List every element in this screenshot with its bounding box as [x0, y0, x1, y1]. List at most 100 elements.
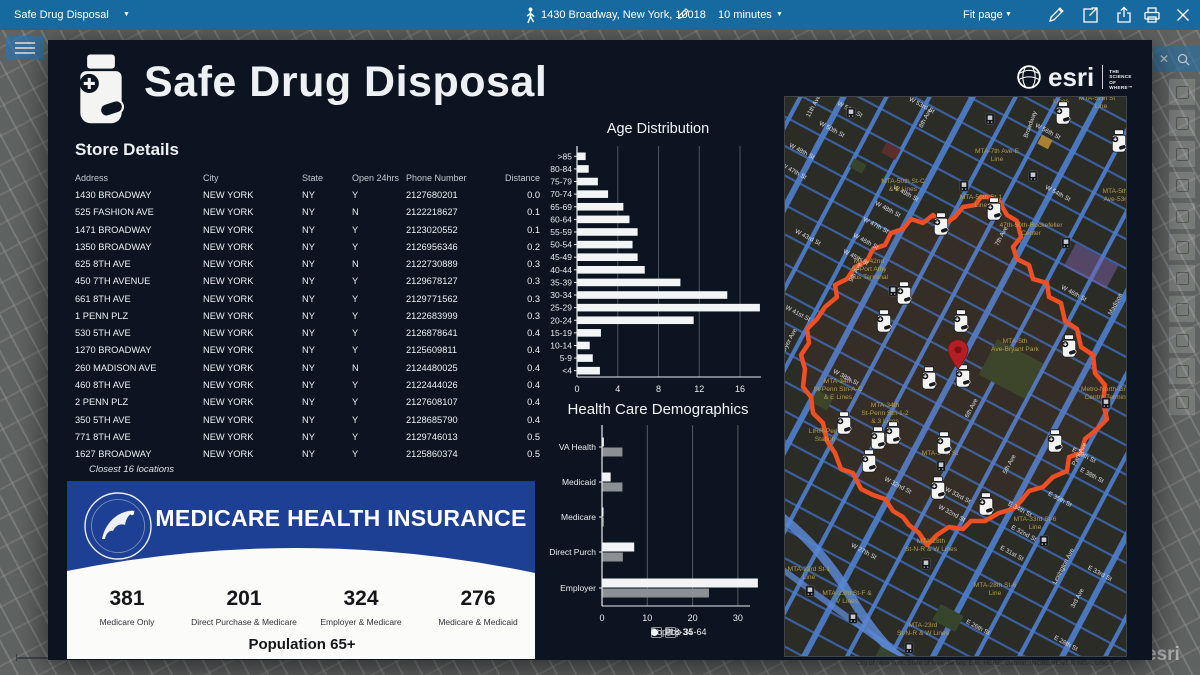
- age-bar: [577, 278, 681, 287]
- age-bar: [577, 316, 694, 325]
- map-poi-label: V Lines: [836, 598, 859, 605]
- edit-address-icon[interactable]: [676, 7, 690, 21]
- table-cell: Y: [352, 293, 359, 304]
- table-cell: Y: [352, 276, 359, 287]
- table-cell: 2129678127: [406, 276, 458, 287]
- map-poi-label: Center: [1021, 230, 1042, 237]
- map-tool-button[interactable]: [1168, 109, 1196, 137]
- chevron-down-icon[interactable]: ▼: [776, 11, 783, 18]
- store-marker[interactable]: [1055, 101, 1072, 125]
- app-title-dropdown[interactable]: Safe Drug Disposal: [14, 9, 109, 21]
- stat-label: Direct Purchase & Medicare: [191, 617, 297, 627]
- hc-bar: [602, 437, 604, 447]
- esri-logo: esri THE SCIENCE OF WHERE™: [1016, 60, 1166, 94]
- map-tool-button[interactable]: [1168, 357, 1196, 385]
- svg-text:5-9: 5-9: [560, 353, 573, 363]
- table-cell: N: [352, 259, 359, 270]
- table-cell: 450 7TH AVENUE: [75, 276, 151, 287]
- map-tool-button[interactable]: [1168, 233, 1196, 261]
- travel-time-dropdown[interactable]: 10 minutes: [718, 9, 772, 21]
- medicare-card-title: MEDICARE HEALTH INSURANCE: [155, 505, 527, 531]
- subway-station-icon: [1061, 237, 1071, 249]
- map-poi-label: MTA-57th St: [1079, 97, 1116, 102]
- search-icon[interactable]: [1177, 53, 1190, 66]
- map-tool-button[interactable]: [1168, 388, 1196, 416]
- edit-icon[interactable]: [1046, 5, 1066, 25]
- close-icon[interactable]: [1173, 5, 1193, 25]
- map-poi-label: St-Port Athy: [851, 266, 887, 273]
- table-row: 1471 BROADWAY NEW YORK NY Y 2123020552 0.1: [75, 225, 540, 242]
- age-bar: [577, 329, 601, 337]
- chevron-down-icon[interactable]: ▼: [1005, 11, 1012, 18]
- table-cell: 0.1: [527, 207, 540, 218]
- table-row: 625 8TH AVE NEW YORK NY N 2122730889 0.3: [75, 259, 540, 276]
- table-row: 525 FASHION AVE NEW YORK NY N 2122218627 0.1: [75, 207, 540, 224]
- map-poi-label: & E Lines: [889, 186, 918, 193]
- medicine-bottle-icon: [79, 54, 125, 124]
- map-tool-button[interactable]: [1168, 295, 1196, 323]
- print-icon[interactable]: [1142, 5, 1162, 25]
- share-icon[interactable]: [1114, 5, 1134, 25]
- map-canvas[interactable]: W 51st StW 53rd StW 50th StW 48th StW 47…: [785, 97, 1126, 656]
- map-tool-button[interactable]: [1168, 326, 1196, 354]
- table-cell: 2122444026: [406, 379, 458, 390]
- walking-mode-icon[interactable]: [524, 7, 537, 24]
- table-cell: NEW YORK: [203, 397, 254, 408]
- map-poi-label: MTA-33rd St-6: [1014, 516, 1057, 523]
- table-cell: 0.0: [527, 190, 540, 200]
- svg-text:45-49: 45-49: [550, 252, 572, 262]
- series-dot-white: [651, 628, 658, 636]
- hc-bar: [602, 482, 623, 492]
- age-bar: [577, 341, 590, 350]
- svg-text:55-59: 55-59: [550, 227, 572, 237]
- svg-text:Employer: Employer: [560, 583, 596, 593]
- table-cell: NEW YORK: [203, 310, 254, 321]
- age-bar: [577, 291, 728, 299]
- table-row: 1270 BROADWAY NEW YORK NY Y 2125609811 0.4: [75, 345, 540, 362]
- map-poi-label: MTA-5th: [1103, 188, 1126, 195]
- svg-text:0: 0: [574, 384, 579, 394]
- close-icon[interactable]: ✕: [1159, 52, 1170, 66]
- table-cell: NEW YORK: [203, 259, 254, 270]
- table-cell: NY: [302, 207, 315, 218]
- export-icon[interactable]: [1080, 5, 1100, 25]
- table-cell: 525 FASHION AVE: [75, 207, 154, 218]
- map-tool-button[interactable]: [1168, 264, 1196, 292]
- map-tool-button[interactable]: [1168, 78, 1196, 106]
- table-cell: 2126878641: [406, 328, 458, 339]
- store-marker[interactable]: [933, 212, 950, 236]
- map-poi-label: Metro-North-Gran: [1081, 386, 1126, 393]
- esri-watermark: esri: [1146, 644, 1180, 665]
- map-tool-button[interactable]: [1168, 140, 1196, 168]
- hc-bar: [602, 507, 604, 517]
- map-tool-button[interactable]: [1168, 171, 1196, 199]
- map-poi-label: Line: [991, 156, 1004, 163]
- subway-station-icon: [959, 180, 969, 192]
- svg-text:75-79: 75-79: [550, 177, 572, 187]
- table-cell: Y: [352, 397, 359, 408]
- map[interactable]: W 51st StW 53rd StW 50th StW 48th StW 47…: [784, 96, 1127, 657]
- table-cell: 2127680201: [406, 190, 458, 200]
- map-tool-button[interactable]: [1168, 202, 1196, 230]
- map-poi-label: MTA-50th St-1: [960, 194, 1003, 201]
- svg-text:25-29: 25-29: [550, 303, 572, 313]
- map-search-bar[interactable]: ✕: [1153, 46, 1200, 72]
- series-dot-gray: [665, 628, 672, 636]
- table-cell: NEW YORK: [203, 414, 254, 425]
- park-area: [869, 646, 911, 656]
- address-field[interactable]: 1430 Broadway, New York, 10018: [541, 9, 706, 21]
- menu-button[interactable]: [6, 36, 44, 60]
- hc-bar: [602, 447, 623, 457]
- table-cell: 661 8TH AVE: [75, 293, 131, 304]
- map-street-label: Lexington Ave: [1051, 547, 1076, 586]
- chevron-down-icon[interactable]: ▼: [123, 11, 130, 18]
- population-caption: Population 65+: [248, 636, 356, 653]
- zoom-setting-dropdown[interactable]: Fit page: [963, 9, 1003, 21]
- table-cell: 0.4: [527, 345, 540, 356]
- table-cell: NY: [302, 414, 315, 425]
- stat-label: Medicare & Medicaid: [438, 617, 518, 627]
- stat-label: Medicare Only: [99, 617, 155, 627]
- table-cell: 2124480025: [406, 362, 458, 373]
- table-cell: 2125609811: [406, 345, 458, 356]
- map-tool-sidebar: [1168, 78, 1196, 419]
